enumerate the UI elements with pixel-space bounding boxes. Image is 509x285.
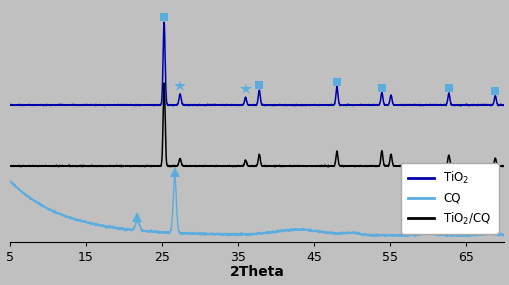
X-axis label: 2Theta: 2Theta	[229, 265, 284, 280]
Legend: TiO$_2$, CQ, TiO$_2$/CQ: TiO$_2$, CQ, TiO$_2$/CQ	[400, 162, 498, 234]
